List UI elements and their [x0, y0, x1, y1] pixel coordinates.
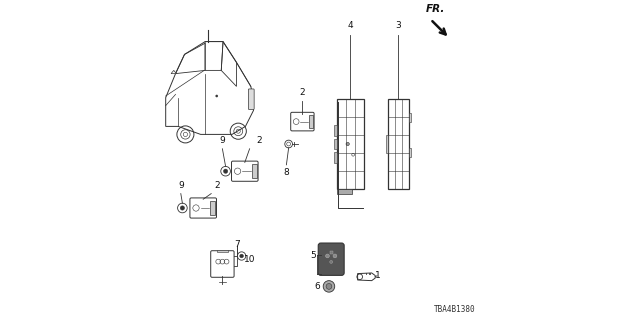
- Text: 7: 7: [234, 240, 239, 249]
- Text: 1: 1: [375, 271, 381, 280]
- Bar: [386, 135, 388, 153]
- Bar: [337, 189, 352, 194]
- Text: TBA4B1380: TBA4B1380: [433, 305, 475, 314]
- Circle shape: [323, 281, 335, 292]
- Text: 10: 10: [244, 255, 255, 264]
- Text: 5: 5: [310, 251, 316, 260]
- Circle shape: [333, 254, 337, 258]
- Circle shape: [216, 95, 218, 97]
- FancyBboxPatch shape: [318, 243, 344, 275]
- Bar: [388, 99, 409, 189]
- Circle shape: [330, 260, 333, 263]
- Text: FR.: FR.: [426, 4, 445, 14]
- Text: 4: 4: [348, 21, 353, 30]
- Bar: [333, 139, 337, 149]
- Text: 8: 8: [284, 168, 289, 177]
- Polygon shape: [171, 70, 177, 74]
- Bar: [337, 99, 364, 189]
- Circle shape: [326, 254, 330, 258]
- Circle shape: [180, 206, 184, 210]
- Circle shape: [240, 254, 243, 258]
- Bar: [330, 251, 333, 254]
- FancyBboxPatch shape: [248, 89, 254, 109]
- Text: 2: 2: [300, 88, 305, 97]
- Text: 9: 9: [178, 181, 184, 190]
- Circle shape: [326, 284, 332, 289]
- Bar: [217, 250, 228, 252]
- Text: 3: 3: [396, 21, 401, 30]
- Text: 2: 2: [215, 181, 220, 190]
- Bar: [333, 125, 337, 136]
- Circle shape: [223, 169, 228, 173]
- Bar: [211, 201, 215, 215]
- Bar: [333, 152, 337, 163]
- Bar: [252, 164, 257, 178]
- Text: 6: 6: [314, 282, 319, 291]
- Bar: [409, 113, 411, 122]
- Text: 2: 2: [257, 136, 262, 145]
- Bar: [308, 115, 313, 128]
- Circle shape: [346, 142, 349, 146]
- Text: 9: 9: [220, 136, 225, 145]
- Bar: [409, 148, 411, 157]
